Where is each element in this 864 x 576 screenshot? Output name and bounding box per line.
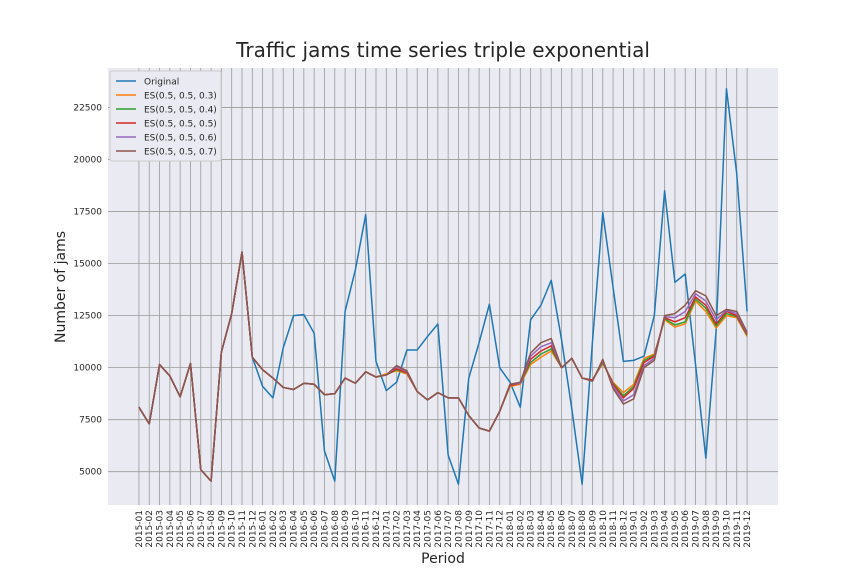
x-tick-label: 2015-12 <box>248 510 258 548</box>
y-tick-label: 5000 <box>79 468 102 478</box>
x-tick-label: 2017-08 <box>454 510 464 548</box>
x-tick-label: 2015-03 <box>156 510 166 548</box>
x-tick-label: 2017-11 <box>485 510 495 548</box>
y-tick-label: 10000 <box>73 364 102 374</box>
x-tick-label: 2018-12 <box>619 510 629 548</box>
x-tick-label: 2017-06 <box>434 510 444 548</box>
x-tick-label: 2017-09 <box>465 510 475 548</box>
x-tick-label: 2016-05 <box>300 510 310 548</box>
x-tick-label: 2015-02 <box>145 510 155 548</box>
x-tick-label: 2019-06 <box>681 510 691 548</box>
x-tick-label: 2017-05 <box>424 510 434 548</box>
legend-label: ES(0.5, 0.5, 0.4) <box>144 106 217 116</box>
x-tick-label: 2016-10 <box>351 510 361 548</box>
x-tick-label: 2019-09 <box>712 510 722 548</box>
chart-title: Traffic jams time series triple exponent… <box>235 38 650 62</box>
x-tick-label: 2018-11 <box>609 510 619 548</box>
legend-label: Original <box>144 78 179 88</box>
y-tick-label: 17500 <box>73 208 102 218</box>
x-tick-label: 2016-03 <box>279 510 289 548</box>
x-tick-label: 2018-02 <box>516 510 526 548</box>
lines <box>138 88 748 485</box>
x-tick-label: 2018-08 <box>578 510 588 548</box>
x-tick-label: 2018-03 <box>527 510 537 548</box>
x-tick-label: 2017-01 <box>382 510 392 548</box>
x-tick-label: 2015-01 <box>135 510 145 548</box>
x-tick-label: 2016-04 <box>290 510 300 548</box>
x-tick-label: 2016-12 <box>372 510 382 548</box>
x-tick-label: 2019-03 <box>650 510 660 548</box>
x-tick-label: 2016-11 <box>362 510 372 548</box>
x-tick-label: 2016-02 <box>269 510 279 548</box>
x-tick-label: 2015-09 <box>217 510 227 548</box>
x-tick-label: 2019-11 <box>733 510 743 548</box>
x-tick-label: 2018-10 <box>599 510 609 548</box>
x-tick-label: 2015-04 <box>166 510 176 548</box>
x-tick-label: 2017-10 <box>475 510 485 548</box>
x-tick-label: 2016-09 <box>341 510 351 548</box>
x-tick-label: 2016-08 <box>331 510 341 548</box>
x-tick-label: 2015-05 <box>176 510 186 548</box>
x-tick-label: 2017-07 <box>444 510 454 548</box>
x-tick-label: 2018-09 <box>588 510 598 548</box>
series-line <box>138 251 748 482</box>
x-tick-label: 2019-05 <box>671 510 681 548</box>
x-tick-label: 2018-05 <box>547 510 557 548</box>
y-tick-label: 12500 <box>73 312 102 322</box>
x-tick-label: 2019-04 <box>661 510 671 548</box>
x-tick-label: 2019-12 <box>743 510 753 548</box>
legend: Original ES(0.5, 0.5, 0.3) ES(0.5, 0.5, 0.… <box>109 70 222 162</box>
x-tick-label: 2016-01 <box>259 510 269 548</box>
x-tick-label: 2015-11 <box>238 510 248 548</box>
x-tick-label: 2017-03 <box>403 510 413 548</box>
ticks: 5000 7500 10000 12500 15000 17500 20000 22500 20… <box>73 104 753 548</box>
y-tick-label: 7500 <box>79 416 102 426</box>
y-tick-label: 22500 <box>73 104 102 114</box>
x-tick-label: 2019-07 <box>692 510 702 548</box>
x-tick-label: 2015-07 <box>197 510 207 548</box>
legend-box <box>109 70 222 162</box>
x-tick-label: 2016-07 <box>320 510 330 548</box>
x-tick-label: 2019-02 <box>640 510 650 548</box>
y-axis-label: Number of jams <box>53 231 69 343</box>
x-tick-label: 2017-12 <box>496 510 506 548</box>
x-tick-label: 2018-04 <box>537 510 547 548</box>
legend-label: ES(0.5, 0.5, 0.6) <box>144 134 217 144</box>
legend-label: ES(0.5, 0.5, 0.3) <box>144 92 217 102</box>
x-tick-label: 2019-08 <box>702 510 712 548</box>
x-tick-label: 2017-02 <box>393 510 403 548</box>
y-tick-label: 20000 <box>73 156 102 166</box>
x-tick-label: 2019-01 <box>630 510 640 548</box>
x-tick-label: 2015-06 <box>186 510 196 548</box>
x-tick-label: 2018-06 <box>558 510 568 548</box>
legend-label: ES(0.5, 0.5, 0.7) <box>144 148 217 158</box>
x-tick-label: 2015-10 <box>228 510 238 548</box>
y-tick-label: 15000 <box>73 260 102 270</box>
x-tick-label: 2019-10 <box>722 510 732 548</box>
x-tick-label: 2018-01 <box>506 510 516 548</box>
x-axis-label: Period <box>421 551 465 567</box>
x-tick-label: 2016-06 <box>310 510 320 548</box>
legend-label: ES(0.5, 0.5, 0.5) <box>144 120 217 130</box>
x-tick-label: 2018-07 <box>568 510 578 548</box>
x-tick-label: 2017-04 <box>413 510 423 548</box>
x-tick-label: 2015-08 <box>207 510 217 548</box>
